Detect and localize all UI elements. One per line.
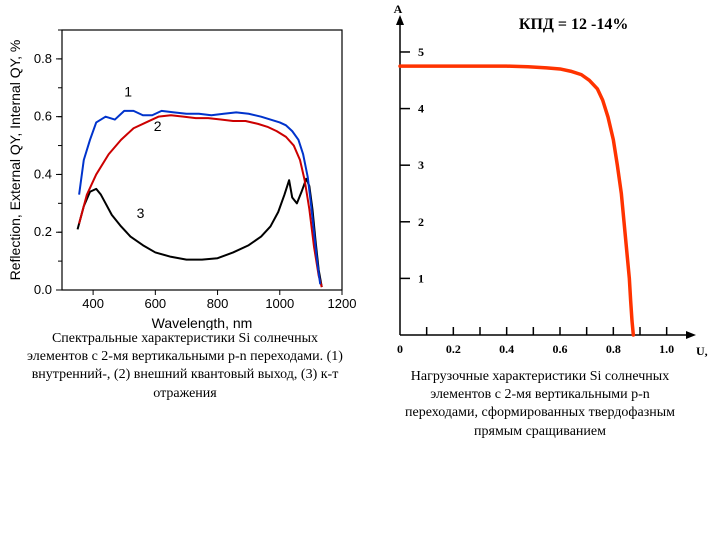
svg-text:0.8: 0.8 bbox=[606, 342, 621, 356]
svg-text:1: 1 bbox=[124, 83, 132, 99]
svg-text:Reflection, External QY, Inter: Reflection, External QY, Internal QY, % bbox=[7, 40, 23, 281]
svg-text:0.0: 0.0 bbox=[34, 282, 52, 297]
svg-text:400: 400 bbox=[82, 296, 104, 311]
iv-chart: КПД = 12 -14% А U, В 1 2 3 4 5 0 0.2 0.4 0.6 0.8 1.0 bbox=[370, 0, 710, 360]
right-chart-panel: КПД = 12 -14%АU, В1234500.20.40.60.81.0 … bbox=[370, 0, 710, 441]
svg-text:4: 4 bbox=[418, 102, 424, 116]
spectral-chart: 400 600 800 1000 1200 0.0 0.2 0.4 0.6 0.8 Waveleng… bbox=[0, 0, 370, 330]
svg-text:5: 5 bbox=[418, 45, 424, 59]
svg-text:3: 3 bbox=[137, 205, 145, 221]
svg-text:1000: 1000 bbox=[265, 296, 294, 311]
svg-text:800: 800 bbox=[207, 296, 229, 311]
svg-text:1.0: 1.0 bbox=[659, 342, 674, 356]
svg-text:1200: 1200 bbox=[328, 296, 357, 311]
svg-text:0.2: 0.2 bbox=[34, 224, 52, 239]
left-chart-panel: 400 600 800 1000 1200 0.0 0.2 0.4 0.6 0.8 Waveleng… bbox=[0, 0, 370, 441]
svg-text:2: 2 bbox=[154, 118, 162, 134]
svg-text:0.4: 0.4 bbox=[34, 166, 52, 181]
svg-text:3: 3 bbox=[418, 158, 424, 172]
svg-text:0.2: 0.2 bbox=[446, 342, 461, 356]
svg-text:U, В: U, В bbox=[696, 344, 710, 358]
right-caption: Нагрузочные характеристики Si солнечных … bbox=[395, 368, 685, 441]
svg-text:0.4: 0.4 bbox=[499, 342, 514, 356]
svg-text:600: 600 bbox=[144, 296, 166, 311]
svg-text:Wavelength, nm: Wavelength, nm bbox=[152, 315, 253, 330]
svg-text:0.6: 0.6 bbox=[553, 342, 568, 356]
svg-text:0.8: 0.8 bbox=[34, 51, 52, 66]
svg-text:2: 2 bbox=[418, 215, 424, 229]
left-caption: Спектральные характеристики Si солнечных… bbox=[10, 330, 360, 403]
svg-text:0.6: 0.6 bbox=[34, 109, 52, 124]
svg-text:КПД = 12 -14%: КПД = 12 -14% bbox=[519, 16, 629, 33]
svg-text:0: 0 bbox=[397, 342, 403, 356]
svg-text:1: 1 bbox=[418, 271, 424, 285]
svg-text:А: А bbox=[394, 2, 403, 16]
